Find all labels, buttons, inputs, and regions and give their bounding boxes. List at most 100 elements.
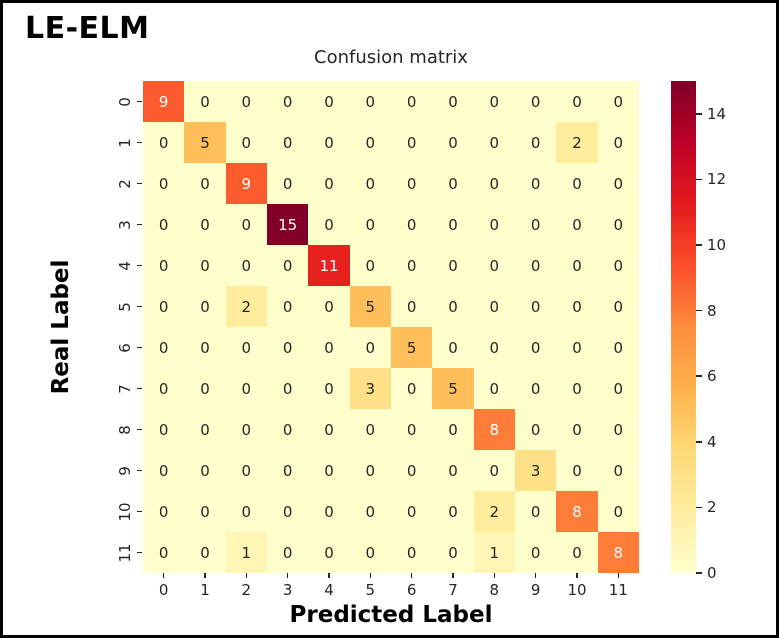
heatmap-cell-r6-c5: 0	[349, 327, 391, 368]
heatmap-cell-r2-c0: 0	[143, 163, 185, 204]
x-tick-label: 8	[489, 581, 500, 599]
colorbar-tick-mark	[696, 113, 702, 115]
heatmap-cell-r4-c2: 0	[225, 245, 267, 286]
heatmap-cell-r0-c3: 0	[266, 81, 309, 122]
colorbar-tick-label: 0	[707, 564, 717, 582]
y-tick-mark	[137, 428, 142, 431]
x-tick-label: 6	[406, 581, 417, 599]
heatmap-cell-r4-c7: 0	[432, 245, 474, 286]
heatmap-cell-r5-c10: 0	[556, 286, 598, 327]
heatmap-cell-r8-c5: 0	[349, 409, 391, 450]
heatmap-cell-r5-c11: 0	[597, 286, 639, 327]
y-tick-label: 7	[116, 383, 134, 394]
heatmap-cell-r0-c0: 9	[143, 81, 185, 122]
heatmap-cell-r5-c2: 2	[225, 286, 267, 327]
heatmap-cell-r2-c10: 0	[556, 163, 598, 204]
y-tick-mark	[137, 100, 142, 103]
heatmap-cell-r1-c6: 0	[390, 122, 433, 163]
heatmap-cell-r2-c3: 0	[266, 163, 309, 204]
heatmap-cell-r7-c10: 0	[556, 368, 598, 409]
heatmap-cell-r4-c8: 0	[473, 245, 515, 286]
colorbar-tick-mark	[696, 178, 702, 181]
heatmap-cell-r11-c0: 0	[143, 532, 185, 573]
heatmap-cell-r3-c8: 0	[473, 204, 515, 245]
y-tick-mark	[137, 469, 142, 472]
colorbar	[671, 81, 696, 573]
heatmap-cell-r1-c3: 0	[266, 122, 309, 163]
heatmap-cell-r7-c9: 0	[514, 368, 557, 409]
heatmap-cell-r6-c10: 0	[556, 327, 598, 368]
heatmap-cell-r9-c1: 0	[184, 450, 226, 491]
colorbar-tick-mark	[696, 572, 702, 574]
y-tick-mark	[137, 346, 142, 349]
heatmap-cell-r3-c3: 15	[266, 204, 309, 245]
heatmap-cell-r11-c4: 0	[308, 532, 350, 573]
heatmap-cell-r6-c8: 0	[473, 327, 515, 368]
x-tick-mark	[162, 573, 165, 578]
heatmap-cell-r1-c4: 0	[308, 122, 350, 163]
heatmap-cell-r7-c11: 0	[597, 368, 639, 409]
heatmap-cell-r6-c1: 0	[184, 327, 226, 368]
heatmap-cell-r2-c1: 0	[184, 163, 226, 204]
heatmap-cell-r2-c6: 0	[390, 163, 433, 204]
model-name-label: LE-ELM	[25, 11, 150, 46]
heatmap-cell-r5-c5: 5	[349, 286, 391, 327]
heatmap-cell-r3-c7: 0	[432, 204, 474, 245]
heatmap-cell-r9-c9: 3	[514, 450, 557, 491]
heatmap-cell-r1-c2: 0	[225, 122, 267, 163]
x-tick-mark	[617, 573, 620, 578]
heatmap-cell-r6-c3: 0	[266, 327, 309, 368]
heatmap-cell-r5-c6: 0	[390, 286, 433, 327]
heatmap-cell-r9-c8: 0	[473, 450, 515, 491]
heatmap-cell-r3-c4: 0	[308, 204, 350, 245]
y-tick-label: 5	[116, 301, 134, 312]
heatmap-cell-r7-c0: 0	[143, 368, 185, 409]
heatmap-cell-r10-c2: 0	[225, 491, 267, 532]
heatmap-cell-r8-c0: 0	[143, 409, 185, 450]
heatmap-cell-r0-c7: 0	[432, 81, 474, 122]
y-tick-label: 3	[116, 219, 134, 230]
heatmap-cell-r11-c7: 0	[432, 532, 474, 573]
heatmap-cell-r6-c7: 0	[432, 327, 474, 368]
x-tick-mark	[576, 573, 578, 578]
heatmap-cell-r9-c0: 0	[143, 450, 185, 491]
heatmap-cell-r10-c10: 8	[556, 491, 598, 532]
x-tick-mark	[452, 573, 454, 578]
heatmap-cell-r4-c3: 0	[266, 245, 309, 286]
y-tick-mark	[137, 141, 142, 144]
heatmap-cell-r4-c4: 11	[308, 245, 350, 286]
y-tick-label: 4	[116, 260, 134, 271]
heatmap-cell-r2-c8: 0	[473, 163, 515, 204]
heatmap-cell-r8-c11: 0	[597, 409, 639, 450]
heatmap-cell-r4-c11: 0	[597, 245, 639, 286]
heatmap-cell-r2-c9: 0	[514, 163, 557, 204]
y-tick-mark	[137, 387, 142, 390]
heatmap-cell-r5-c8: 0	[473, 286, 515, 327]
x-tick-label: 1	[200, 581, 210, 599]
heatmap-cell-r0-c10: 0	[556, 81, 598, 122]
heatmap-cell-r10-c3: 0	[266, 491, 309, 532]
heatmap-cell-r7-c3: 0	[266, 368, 309, 409]
heatmap-cell-r7-c5: 3	[349, 368, 391, 409]
heatmap-cell-r2-c7: 0	[432, 163, 474, 204]
y-tick-mark	[137, 305, 142, 308]
heatmap-cell-r1-c7: 0	[432, 122, 474, 163]
heatmap-cell-r0-c4: 0	[308, 81, 350, 122]
heatmap-cell-r3-c11: 0	[597, 204, 639, 245]
x-axis-label: Predicted Label	[289, 602, 493, 628]
heatmap-cell-r0-c1: 0	[184, 81, 226, 122]
heatmap-cell-r9-c4: 0	[308, 450, 350, 491]
chart-title: Confusion matrix	[314, 47, 468, 68]
heatmap-cell-r3-c6: 0	[390, 204, 433, 245]
heatmap-cell-r4-c5: 0	[349, 245, 391, 286]
x-tick-label: 4	[324, 581, 334, 599]
y-tick-label: 9	[116, 465, 134, 476]
x-tick-mark	[369, 573, 372, 578]
heatmap-cell-r9-c2: 0	[225, 450, 267, 491]
x-tick-label: 2	[241, 581, 252, 599]
heatmap-cell-r8-c2: 0	[225, 409, 267, 450]
y-tick-mark	[137, 510, 142, 513]
heatmap-cell-r11-c5: 0	[349, 532, 391, 573]
heatmap-cell-r10-c1: 0	[184, 491, 226, 532]
